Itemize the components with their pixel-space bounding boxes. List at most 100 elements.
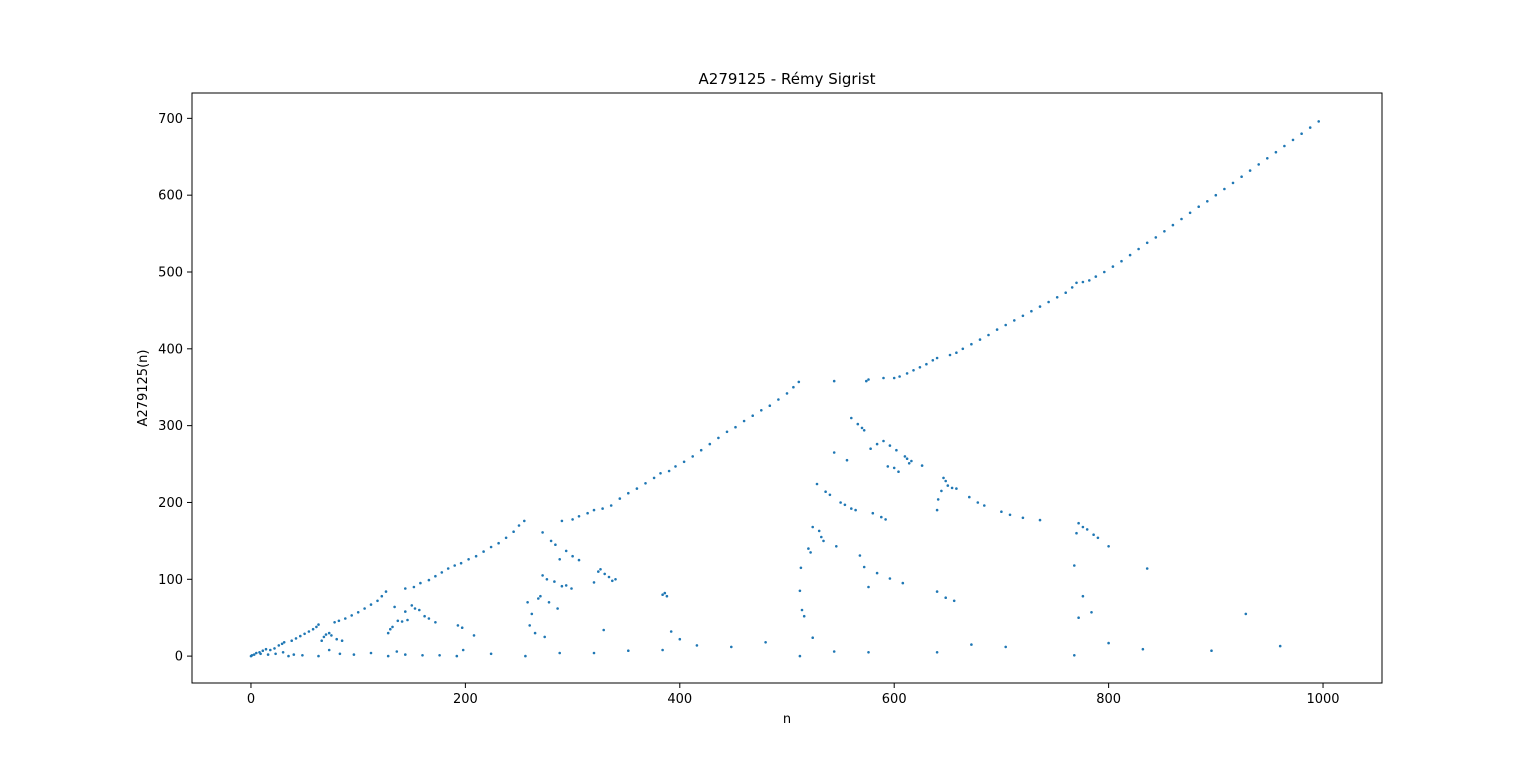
axes-frame	[191, 92, 1383, 684]
data-point	[1088, 279, 1091, 282]
data-point	[976, 501, 980, 504]
data-point	[799, 566, 803, 570]
data-point	[592, 581, 596, 584]
data-point	[882, 439, 885, 443]
data-point	[832, 650, 836, 653]
data-point	[472, 634, 476, 637]
chart-title: A279125 - Rémy Sigrist	[699, 70, 876, 88]
data-point	[406, 618, 409, 622]
data-point	[1154, 236, 1158, 239]
data-point	[1300, 132, 1303, 135]
data-point	[918, 366, 922, 369]
data-point	[607, 575, 611, 579]
data-point	[254, 651, 258, 655]
data-point	[327, 631, 331, 635]
data-point	[482, 550, 485, 553]
data-point	[811, 525, 814, 529]
data-point	[1096, 536, 1100, 540]
data-point	[828, 493, 832, 497]
data-point	[1248, 169, 1252, 172]
data-point	[1240, 175, 1243, 178]
data-point	[322, 635, 326, 639]
data-point	[1000, 510, 1003, 513]
data-point	[434, 621, 437, 624]
data-point	[843, 503, 847, 507]
data-point	[363, 607, 366, 610]
data-point	[404, 653, 407, 656]
data-point	[274, 652, 277, 656]
y-tick-label: 0	[175, 650, 183, 665]
data-point	[897, 470, 900, 474]
data-point	[317, 623, 320, 626]
data-point	[338, 652, 342, 656]
data-point	[760, 409, 763, 412]
y-axis-label: A279125(n)	[136, 350, 151, 427]
data-point	[418, 608, 421, 612]
data-point	[517, 524, 521, 527]
x-tick-label: 1000	[1306, 692, 1339, 707]
y-tick-label: 500	[158, 265, 183, 280]
data-point	[970, 342, 973, 346]
data-point	[474, 554, 478, 558]
data-point	[708, 442, 712, 446]
data-point	[1081, 525, 1085, 529]
data-point	[832, 379, 836, 383]
data-point	[751, 414, 754, 418]
data-point	[1013, 319, 1016, 322]
data-point	[1120, 259, 1123, 263]
data-point	[635, 487, 639, 490]
data-point	[602, 628, 605, 632]
data-point	[1085, 528, 1089, 531]
data-point	[792, 385, 795, 389]
data-point	[935, 651, 939, 654]
data-point	[871, 511, 875, 515]
data-point	[423, 614, 426, 618]
data-point	[797, 380, 801, 384]
data-point	[1244, 612, 1248, 616]
x-tick-label: 800	[1096, 692, 1121, 707]
data-point	[618, 497, 622, 500]
data-point	[1197, 205, 1200, 208]
data-point	[1030, 309, 1033, 313]
data-point	[1090, 611, 1093, 614]
data-point	[935, 508, 939, 512]
data-point	[524, 654, 527, 658]
data-point	[1257, 163, 1260, 166]
data-point	[558, 651, 561, 655]
data-point	[785, 392, 789, 395]
data-point	[1111, 265, 1115, 268]
data-point	[250, 654, 254, 657]
data-point	[942, 476, 945, 480]
data-point	[905, 457, 909, 461]
y-tick-label: 700	[158, 112, 183, 127]
data-point	[380, 594, 384, 598]
data-point	[553, 580, 556, 583]
y-tick-label: 200	[158, 496, 183, 511]
data-point	[798, 654, 802, 658]
data-point	[931, 359, 935, 362]
data-point	[601, 507, 604, 510]
data-point	[768, 404, 772, 408]
plot-area	[249, 120, 1320, 658]
data-point	[369, 651, 373, 655]
data-point	[1180, 217, 1183, 221]
data-point	[344, 617, 347, 620]
data-point	[560, 584, 564, 588]
y-tick-label: 100	[158, 573, 183, 588]
data-point	[404, 610, 407, 613]
data-point	[807, 547, 810, 550]
data-point	[950, 486, 954, 490]
data-point	[554, 543, 557, 546]
data-point	[324, 633, 328, 636]
data-point	[886, 465, 890, 468]
data-point	[869, 447, 872, 451]
data-point	[301, 654, 304, 657]
data-point	[854, 508, 857, 512]
data-point	[597, 570, 600, 573]
data-point	[903, 455, 907, 458]
data-point	[888, 577, 892, 580]
data-point	[558, 558, 561, 561]
data-point	[1077, 616, 1080, 619]
data-point	[862, 565, 866, 569]
